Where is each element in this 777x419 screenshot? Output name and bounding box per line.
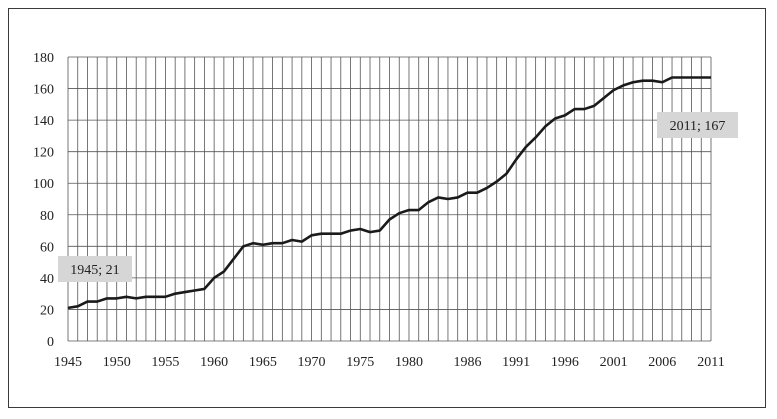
annotations: 1945; 21 2011; 167 [58,112,738,282]
x-tick-label: 1996 [551,355,579,370]
data-label: 2011; 167 [657,112,738,138]
data-label-background [58,256,132,282]
y-tick-label: 120 [33,146,54,161]
y-tick-label: 100 [33,177,54,192]
x-tick-label: 2011 [697,355,724,370]
x-tick-label: 1965 [249,355,277,370]
y-tick-label: 80 [40,209,54,224]
x-tick-label: 1975 [346,355,374,370]
y-axis-ticks: 0 20 40 60 80 100 120 140 160 180 [33,51,54,350]
y-tick-label: 160 [33,83,54,98]
data-label: 1945; 21 [58,256,132,282]
x-tick-label: 1950 [103,355,131,370]
y-tick-label: 60 [40,240,54,255]
x-tick-label: 1960 [200,355,228,370]
grid-lines [67,56,712,342]
x-axis-ticks: 1945 1950 1955 1960 1965 1970 1975 1980 1986 1991… [54,355,725,370]
y-tick-label: 180 [33,51,54,66]
x-tick-label: 2006 [648,355,676,370]
y-tick-label: 20 [40,303,54,318]
y-tick-label: 140 [33,114,54,129]
x-tick-label: 1980 [395,355,423,370]
x-tick-label: 1970 [298,355,326,370]
y-tick-label: 40 [40,272,54,287]
x-tick-label: 2001 [600,355,628,370]
x-tick-label: 1986 [453,355,481,370]
data-label-text: 2011; 167 [670,119,726,134]
data-label-text: 1945; 21 [70,263,119,278]
series-line [67,76,711,310]
x-tick-label: 1955 [151,355,179,370]
x-tick-label: 1945 [54,355,82,370]
data-label-background [657,112,738,138]
y-tick-label: 0 [47,335,54,350]
x-tick-label: 1991 [502,355,530,370]
